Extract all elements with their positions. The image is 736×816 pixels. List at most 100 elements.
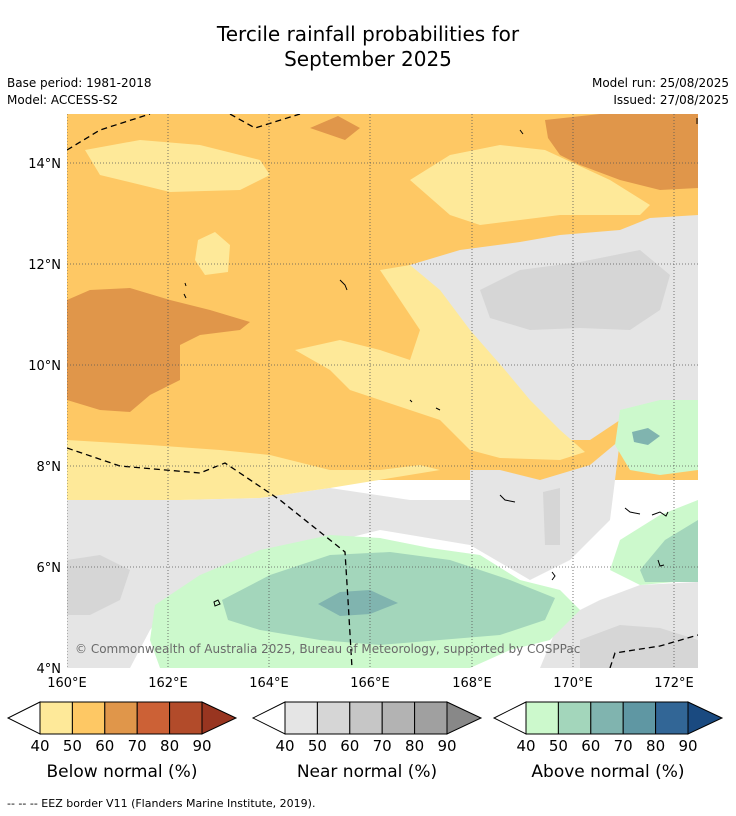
colorbar-above-upper-extension bbox=[687, 701, 724, 735]
colorbar-above-cell-3 bbox=[622, 701, 657, 735]
colorbar-below-cell-4 bbox=[169, 701, 203, 735]
island-g bbox=[213, 599, 221, 607]
lon-tick-166: 166°E bbox=[350, 676, 390, 691]
colorbar-below-cell-3 bbox=[136, 701, 171, 735]
map-region-above-50-se bbox=[640, 520, 698, 582]
island-h bbox=[657, 559, 665, 567]
map-title: Tercile rainfall probabilities for Septe… bbox=[0, 22, 736, 72]
map-region-near-40-sw bbox=[67, 440, 620, 668]
colorbar-near-title: Near normal (%) bbox=[296, 762, 438, 782]
lon-tick-168: 168°E bbox=[452, 676, 492, 691]
colorbar-above-title: Above normal (%) bbox=[531, 762, 685, 782]
colorbar-above-cell-2 bbox=[590, 701, 624, 735]
eez-border-north bbox=[67, 114, 301, 151]
lat-tick-8: 8°N bbox=[37, 460, 62, 475]
colorbars bbox=[6, 701, 724, 735]
model-run-text: Model run: 25/08/2025 bbox=[591, 76, 729, 90]
map-region-below-40-band bbox=[67, 440, 440, 500]
colorbar-near-cell-0 bbox=[284, 701, 318, 735]
map-region-above-60-east bbox=[632, 428, 660, 445]
colorbar-below-title: Below normal (%) bbox=[46, 762, 198, 782]
colorbar-near-label-40: 40 bbox=[275, 737, 295, 755]
island-d bbox=[624, 507, 669, 517]
tick-labels: 160°E 162°E 164°E 166°E 168°E 170°E 172°… bbox=[28, 157, 694, 691]
colorbar-near-label-50: 50 bbox=[307, 737, 327, 755]
map-plot-area: © Commonwealth of Australia 2025, Bureau… bbox=[67, 114, 698, 668]
map-region-above-60-south bbox=[318, 590, 398, 616]
island-b bbox=[339, 279, 348, 291]
island-e bbox=[499, 494, 516, 503]
island-a bbox=[183, 282, 187, 299]
base-period-text: Base period: 1981-2018 bbox=[7, 76, 152, 90]
colorbar-near-label-80: 80 bbox=[405, 737, 425, 755]
colorbar-below-label-60: 60 bbox=[95, 737, 115, 755]
eez-borders bbox=[67, 114, 698, 668]
map-region-below-40-center bbox=[295, 265, 585, 460]
colorbar-below-label-90: 90 bbox=[192, 737, 212, 755]
colorbar-near-cell-4 bbox=[414, 701, 448, 735]
colorbar-near-label-90: 90 bbox=[437, 737, 457, 755]
meta-right: Model run: 25/08/2025 Issued: 27/08/2025 bbox=[592, 75, 729, 109]
issued-text: Issued: 27/08/2025 bbox=[613, 93, 729, 107]
footer-note: -- -- -- EEZ border V11 (Flanders Marine… bbox=[7, 797, 316, 810]
colorbar-below-lower-extension bbox=[6, 701, 41, 735]
island-c bbox=[409, 399, 441, 411]
colorbar-below-label-50: 50 bbox=[62, 737, 82, 755]
colorbar-above-label-70: 70 bbox=[613, 737, 633, 755]
lon-tick-160: 160°E bbox=[47, 676, 87, 691]
map-region-near-50-west bbox=[67, 555, 130, 615]
lat-tick-12: 12°N bbox=[28, 258, 61, 273]
map-region-below-60-west bbox=[67, 288, 250, 412]
colorbar-near-cell-3 bbox=[381, 701, 416, 735]
colorbar-below-cell-1 bbox=[71, 701, 106, 735]
lon-tick-164: 164°E bbox=[249, 676, 289, 691]
lon-tick-162: 162°E bbox=[148, 676, 188, 691]
colorbar-above-cell-4 bbox=[655, 701, 689, 735]
colorbar-below-upper-extension bbox=[201, 701, 238, 735]
colorbar-below-cell-0 bbox=[39, 701, 73, 735]
lat-tick-14: 14°N bbox=[28, 157, 61, 172]
map-region-near-50-south bbox=[580, 625, 698, 668]
colorbar-above-cell-0 bbox=[525, 701, 559, 735]
colorbar-near-label-70: 70 bbox=[372, 737, 392, 755]
map-region-below-40-blob bbox=[195, 232, 230, 275]
colorbar-near-cell-1 bbox=[316, 701, 351, 735]
map-region-below-60-ne bbox=[545, 114, 698, 190]
colorbar-near-label-60: 60 bbox=[340, 737, 360, 755]
title-line-1: Tercile rainfall probabilities for bbox=[216, 22, 520, 46]
colorbar-above-label-80: 80 bbox=[646, 737, 666, 755]
colorbar-near-lower-extension bbox=[251, 701, 286, 735]
meta-left: Base period: 1981-2018 Model: ACCESS-S2 bbox=[7, 75, 152, 109]
colorbar-above-cell-1 bbox=[557, 701, 592, 735]
colorbar-below-cell-2 bbox=[104, 701, 138, 735]
colorbar-above-label-40: 40 bbox=[516, 737, 536, 755]
island-f bbox=[551, 571, 556, 581]
colorbar-below-label-40: 40 bbox=[30, 737, 50, 755]
colorbar-above-label-60: 60 bbox=[581, 737, 601, 755]
map-region-near-50-small bbox=[543, 488, 560, 545]
eez-border-east bbox=[609, 634, 698, 668]
gridlines bbox=[67, 114, 698, 668]
map-region-near-50-east bbox=[480, 250, 670, 330]
islands bbox=[183, 118, 698, 607]
colorbar-near-upper-extension bbox=[446, 701, 483, 735]
map-region-below-60-top bbox=[310, 116, 360, 140]
map-region-below-40-ne bbox=[410, 145, 650, 225]
lon-tick-172: 172°E bbox=[654, 676, 694, 691]
colorbar-above-label-90: 90 bbox=[678, 737, 698, 755]
colorbar-below-label-80: 80 bbox=[160, 737, 180, 755]
map-region-below-40-north bbox=[85, 140, 270, 192]
lat-tick-6: 6°N bbox=[37, 561, 62, 576]
lat-tick-4: 4°N bbox=[37, 662, 62, 677]
lat-tick-10: 10°N bbox=[28, 359, 61, 374]
colorbar-above-label-50: 50 bbox=[548, 737, 568, 755]
title-line-2: September 2025 bbox=[284, 47, 452, 71]
model-text: Model: ACCESS-S2 bbox=[7, 93, 119, 107]
copyright-text: © Commonwealth of Australia 2025, Bureau… bbox=[75, 642, 580, 656]
colorbar-near-cell-2 bbox=[349, 701, 383, 735]
colorbar-above-lower-extension bbox=[492, 701, 527, 735]
island-i bbox=[519, 118, 698, 135]
colorbar-below-label-70: 70 bbox=[127, 737, 147, 755]
lon-tick-170: 170°E bbox=[553, 676, 593, 691]
